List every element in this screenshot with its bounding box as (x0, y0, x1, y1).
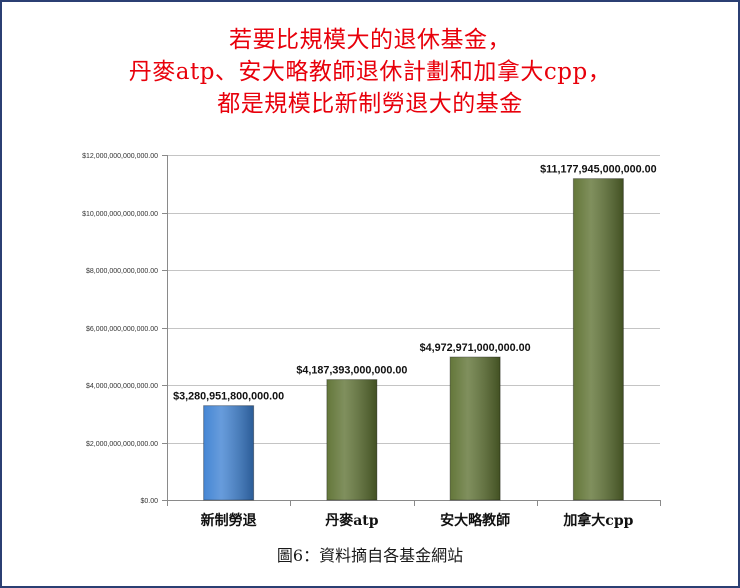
bar-shading (573, 178, 624, 500)
y-axis: $0.00 $2,000,000,000,000.00 $4,000,000,000… (82, 153, 168, 505)
x-tick-label: 新制勞退 (201, 512, 257, 529)
bar-group: $4,187,393,000,000.00 (296, 365, 407, 501)
chart-title: 若要比規模大的退休基金， 丹麥atp、安大略教師退休計劃和加拿大cpp， 都是規… (0, 24, 740, 120)
chart-title-line-3: 都是規模比新制勞退大的基金 (217, 91, 523, 117)
x-tick-label: 加拿大cpp (562, 512, 633, 529)
bar-group: $11,177,945,000,000.00 (540, 164, 657, 501)
bar-group: $4,972,971,000,000.00 (420, 342, 531, 501)
y-tick-label: $0.00 (140, 498, 158, 505)
data-label: $4,972,971,000,000.00 (420, 342, 531, 354)
y-tick-label: $10,000,000,000,000.00 (82, 211, 158, 218)
y-tick-label: $4,000,000,000,000.00 (86, 383, 158, 390)
bars: $3,280,951,800,000.00 $4,187,393,000,000.… (173, 164, 657, 501)
y-tick-label: $2,000,000,000,000.00 (86, 441, 158, 448)
x-axis: 新制勞退 丹麥atp 安大略教師 加拿大cpp (167, 500, 661, 529)
data-label: $11,177,945,000,000.00 (540, 164, 656, 176)
bar-group: $3,280,951,800,000.00 (173, 391, 284, 501)
chart-title-line-2: 丹麥atp、安大略教師退休計劃和加拿大cpp， (128, 59, 612, 85)
x-tick-label: 丹麥atp (325, 512, 379, 529)
chart-title-line-1: 若要比規模大的退休基金， (229, 27, 511, 53)
y-tick-label: $6,000,000,000,000.00 (86, 326, 158, 333)
data-label: $3,280,951,800,000.00 (173, 391, 284, 403)
bar-shading (203, 405, 254, 500)
y-tick-label: $8,000,000,000,000.00 (86, 268, 158, 275)
bar-shading (450, 357, 501, 500)
bar-shading (326, 379, 377, 500)
figure-caption: 圖6：資料摘自各基金網站 (276, 546, 464, 565)
y-tick-label: $12,000,000,000,000.00 (82, 153, 158, 160)
data-label: $4,187,393,000,000.00 (296, 365, 407, 377)
x-tick-label: 安大略教師 (440, 512, 510, 529)
